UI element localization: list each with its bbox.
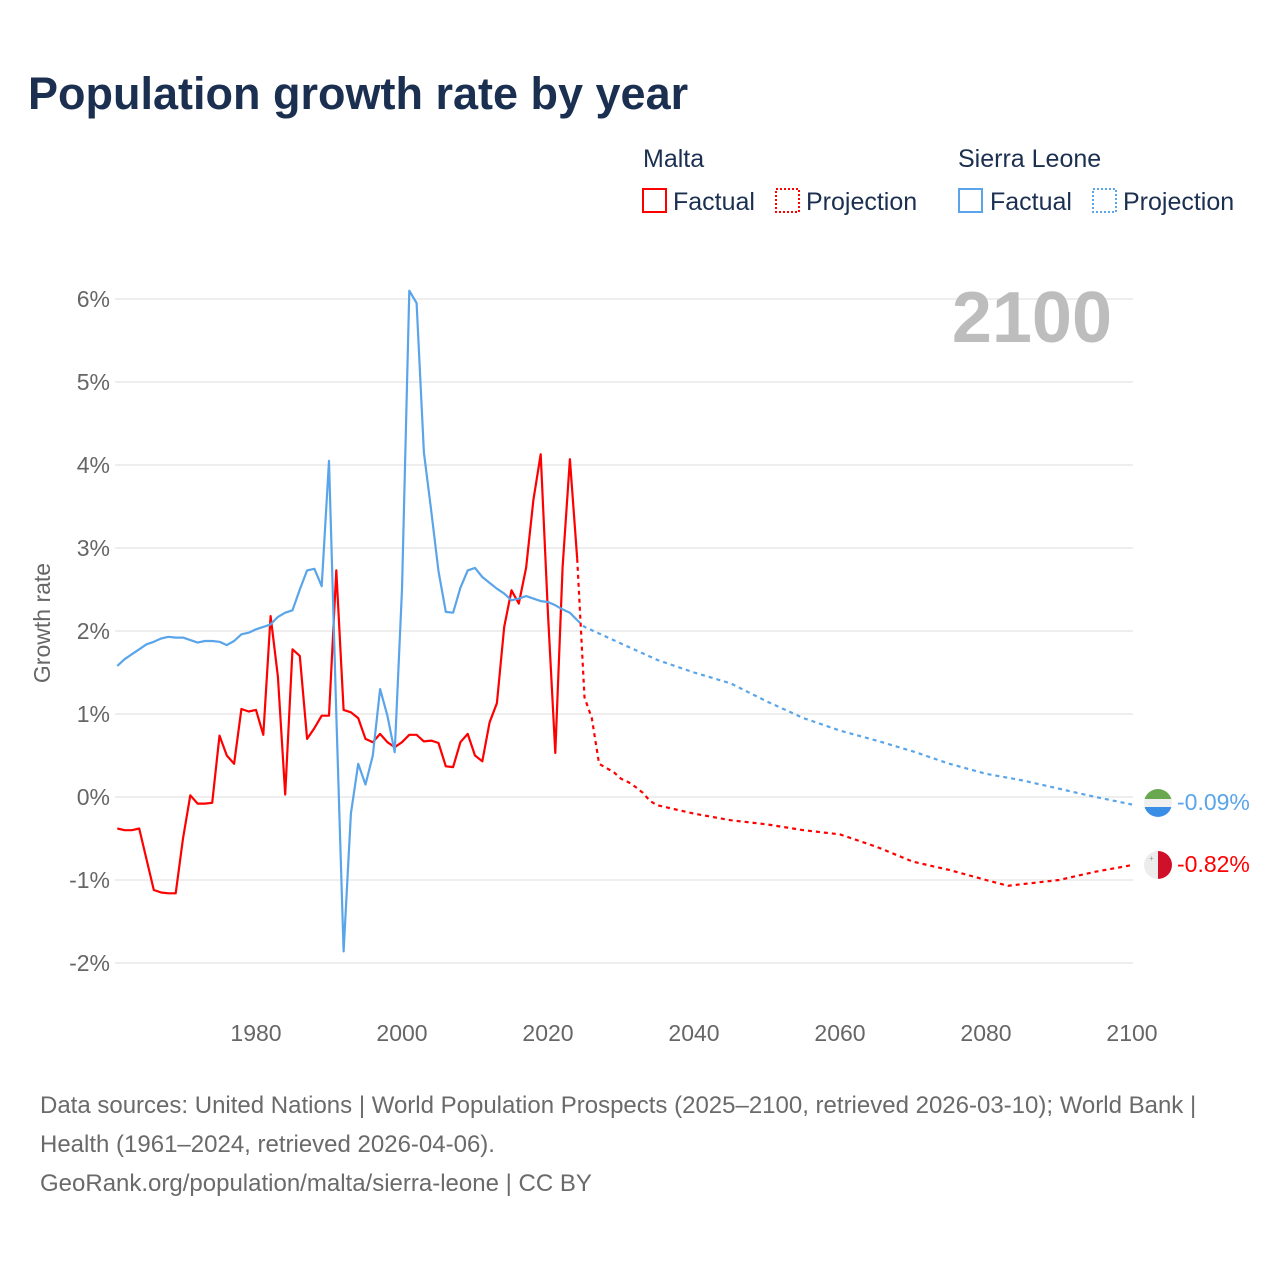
legend-swatch-malta-factual bbox=[642, 188, 667, 213]
end-label-sierra-leone: -0.09% bbox=[1177, 789, 1250, 815]
gridlines bbox=[115, 298, 1133, 964]
x-tick-label: 1980 bbox=[230, 1020, 281, 1046]
data-sources: Data sources: United Nations | World Pop… bbox=[40, 1092, 1197, 1158]
x-tick-label: 2020 bbox=[522, 1020, 573, 1046]
y-tick-label: 0% bbox=[77, 784, 110, 810]
x-tick-label: 2000 bbox=[376, 1020, 427, 1046]
y-tick-label: 3% bbox=[77, 535, 110, 561]
line-sierra-leone-projection bbox=[576, 619, 1133, 806]
x-axis: 1980 2000 2020 2040 2060 2080 2100 bbox=[230, 1020, 1157, 1046]
end-label-malta: -0.82% bbox=[1177, 851, 1250, 877]
y-tick-label: 5% bbox=[77, 369, 110, 395]
x-tick-label: 2100 bbox=[1106, 1020, 1157, 1046]
sierra-leone-flag-icon bbox=[1144, 789, 1172, 817]
svg-text:+: + bbox=[1149, 854, 1154, 863]
legend-label-sierra-leone-factual[interactable]: Factual bbox=[990, 188, 1072, 216]
legend-label-malta-projection[interactable]: Projection bbox=[806, 188, 917, 216]
legend-swatch-sierra-leone-factual bbox=[958, 188, 983, 213]
y-axis: -2% -1% 0% 1% 2% 3% 4% 5% 6% bbox=[69, 286, 110, 976]
y-tick-label: 2% bbox=[77, 618, 110, 644]
legend-label-sierra-leone-projection[interactable]: Projection bbox=[1123, 188, 1234, 216]
line-malta-projection bbox=[576, 558, 1133, 887]
y-tick-label: -2% bbox=[69, 950, 110, 976]
y-tick-label: -1% bbox=[69, 867, 110, 893]
series-lines bbox=[116, 289, 1133, 953]
x-tick-label: 2040 bbox=[668, 1020, 719, 1046]
x-tick-label: 2060 bbox=[814, 1020, 865, 1046]
footer: Data sources: United Nations | World Pop… bbox=[40, 1086, 1240, 1203]
legend-country-malta: Malta bbox=[643, 145, 704, 173]
y-tick-label: 4% bbox=[77, 452, 110, 478]
legend-swatch-sierra-leone-projection bbox=[1092, 188, 1117, 213]
y-tick-label: 1% bbox=[77, 701, 110, 727]
chart-title: Population growth rate by year bbox=[28, 68, 689, 119]
legend-country-sierra-leone: Sierra Leone bbox=[958, 145, 1101, 173]
legend: Malta Factual Projection Sierra Leone Fa… bbox=[642, 145, 1234, 216]
malta-flag-icon: + bbox=[1144, 851, 1172, 879]
legend-label-malta-factual[interactable]: Factual bbox=[673, 188, 755, 216]
source-link[interactable]: GeoRank.org/population/malta/sierra-leon… bbox=[40, 1170, 592, 1197]
x-tick-label: 2080 bbox=[960, 1020, 1011, 1046]
line-malta-factual bbox=[117, 453, 579, 895]
y-tick-label: 6% bbox=[77, 286, 110, 312]
legend-swatch-malta-projection bbox=[775, 188, 800, 213]
year-indicator: 2100 bbox=[952, 278, 1112, 358]
line-sierra-leone-factual bbox=[116, 289, 578, 953]
y-axis-label: Growth rate bbox=[29, 563, 55, 683]
